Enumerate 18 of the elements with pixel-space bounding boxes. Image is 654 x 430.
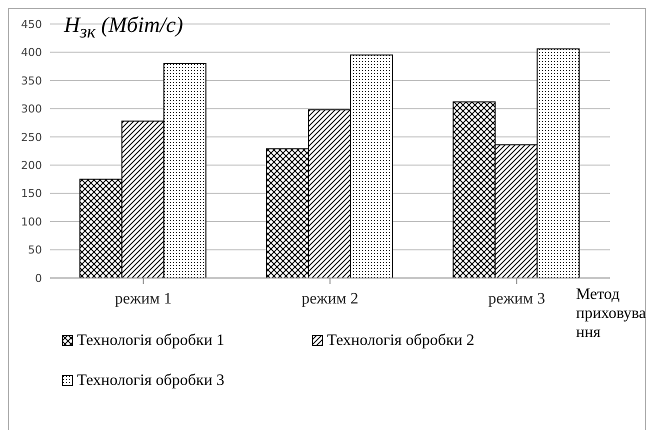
- y-tick-label: 250: [21, 130, 42, 144]
- y-tick-label: 100: [21, 215, 42, 228]
- y-tick-label: 50: [28, 244, 42, 257]
- legend-label: Технологія обробки 2: [327, 332, 474, 350]
- y-tick-label: 300: [21, 102, 42, 116]
- y-tick-label: 200: [21, 159, 42, 172]
- y-tick-label: 450: [21, 18, 42, 31]
- legend-label: Технологія обробки 3: [77, 372, 224, 390]
- y-tick-label: 350: [21, 74, 42, 88]
- x-tick-label: режим 1: [114, 290, 172, 308]
- y-axis-title: H$_{зк}$ (Мбіт/с): [64, 12, 184, 42]
- x-tick-label: режим 2: [302, 290, 358, 308]
- y-tick-label: 0: [35, 272, 42, 285]
- legend-label: Технологія обробки 1: [77, 332, 224, 350]
- x-axis-title: Метод приховування: [576, 285, 646, 342]
- y-tick-label: 150: [21, 187, 42, 200]
- y-tick-label: 400: [21, 46, 42, 60]
- x-tick-label: режим 3: [488, 290, 546, 308]
